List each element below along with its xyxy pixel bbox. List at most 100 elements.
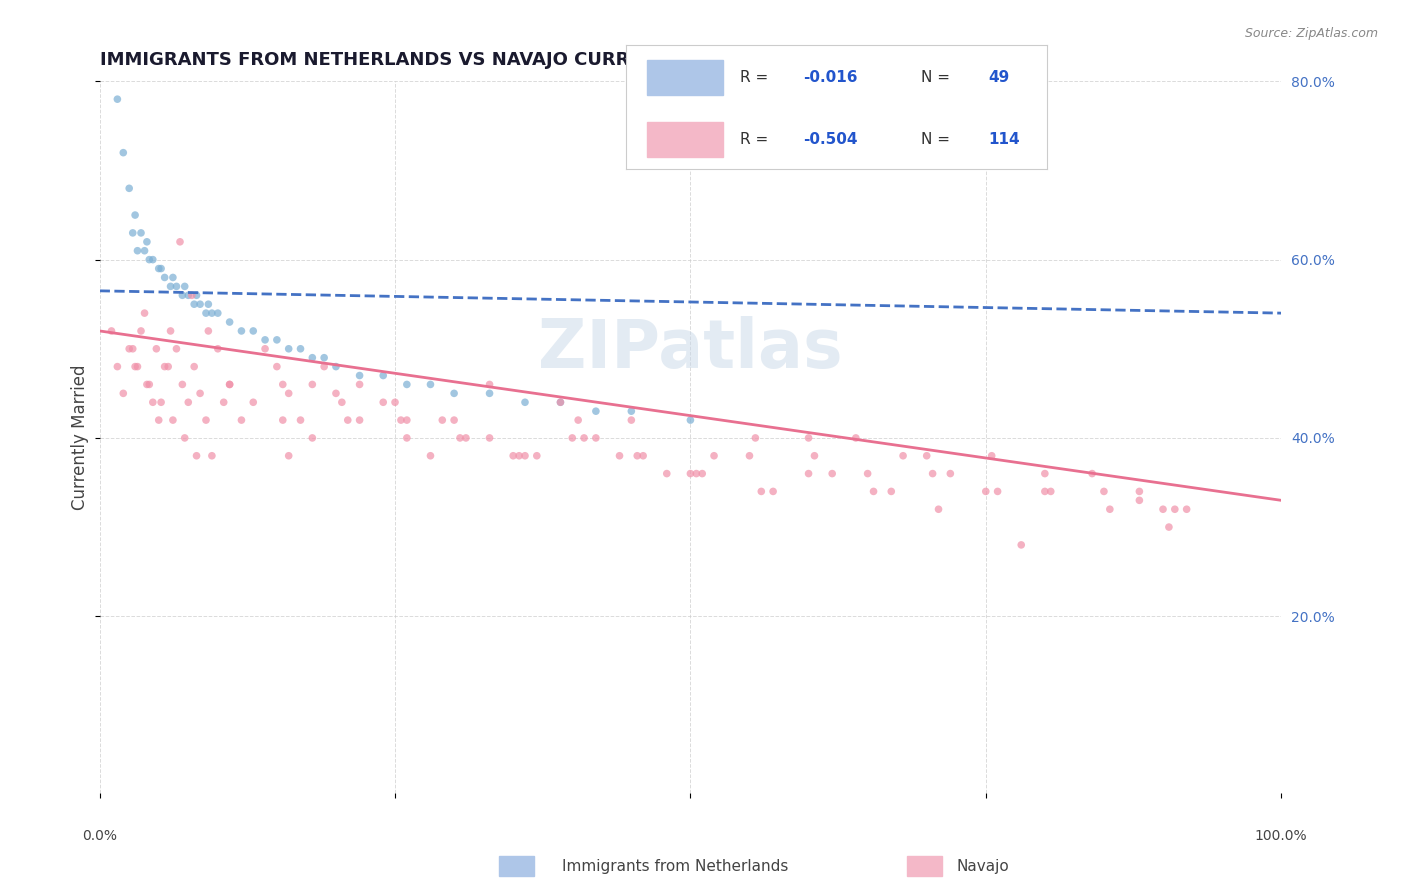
Point bbox=[100, 324, 122, 338]
Point bbox=[121, 342, 143, 356]
Point bbox=[1128, 493, 1150, 508]
Text: 0.0%: 0.0% bbox=[82, 829, 117, 843]
Point bbox=[138, 377, 160, 392]
Point bbox=[419, 449, 441, 463]
Point bbox=[395, 431, 418, 445]
FancyBboxPatch shape bbox=[647, 60, 723, 95]
Point bbox=[314, 351, 336, 365]
Point bbox=[135, 377, 157, 392]
Point bbox=[502, 449, 524, 463]
Point bbox=[939, 467, 962, 481]
Point bbox=[271, 377, 294, 392]
Point bbox=[762, 484, 785, 499]
Point bbox=[242, 395, 264, 409]
Point bbox=[254, 333, 277, 347]
Point bbox=[443, 386, 465, 401]
Point bbox=[1164, 502, 1187, 516]
Text: IMMIGRANTS FROM NETHERLANDS VS NAVAJO CURRENTLY MARRIED CORRELATION CHART: IMMIGRANTS FROM NETHERLANDS VS NAVAJO CU… bbox=[100, 51, 1011, 69]
Point bbox=[186, 288, 208, 302]
Point bbox=[395, 413, 418, 427]
Point bbox=[129, 324, 152, 338]
Point bbox=[118, 342, 141, 356]
Point bbox=[166, 342, 188, 356]
Point bbox=[513, 395, 536, 409]
Point bbox=[218, 377, 240, 392]
Point bbox=[127, 244, 149, 258]
Point bbox=[1033, 484, 1056, 499]
Point bbox=[188, 297, 211, 311]
Text: R =: R = bbox=[740, 132, 768, 147]
Point bbox=[142, 252, 165, 267]
Point bbox=[325, 359, 347, 374]
Point bbox=[183, 297, 205, 311]
Point bbox=[188, 386, 211, 401]
Point bbox=[1098, 502, 1121, 516]
Point bbox=[915, 449, 938, 463]
Point bbox=[845, 431, 868, 445]
Point bbox=[928, 502, 950, 516]
Point bbox=[112, 145, 135, 160]
Point bbox=[186, 449, 208, 463]
Point bbox=[513, 449, 536, 463]
Point bbox=[150, 395, 173, 409]
Point bbox=[124, 359, 146, 374]
Point bbox=[134, 306, 156, 320]
Point bbox=[974, 484, 997, 499]
Point bbox=[162, 270, 184, 285]
Point bbox=[172, 377, 194, 392]
Point bbox=[550, 395, 572, 409]
Point bbox=[432, 413, 454, 427]
Point bbox=[325, 386, 347, 401]
Point bbox=[1039, 484, 1062, 499]
Point bbox=[301, 377, 323, 392]
Point bbox=[145, 342, 167, 356]
Point bbox=[862, 484, 884, 499]
Point bbox=[373, 395, 395, 409]
Point bbox=[134, 244, 156, 258]
Point bbox=[880, 484, 903, 499]
Point bbox=[169, 235, 191, 249]
Point bbox=[177, 288, 200, 302]
Point bbox=[129, 226, 152, 240]
Point bbox=[142, 395, 165, 409]
Point bbox=[679, 467, 702, 481]
Point bbox=[112, 386, 135, 401]
Point bbox=[395, 377, 418, 392]
Point bbox=[266, 333, 288, 347]
Point bbox=[443, 413, 465, 427]
Point bbox=[180, 288, 202, 302]
Point bbox=[254, 342, 277, 356]
Text: ZIPatlas: ZIPatlas bbox=[538, 316, 842, 382]
Point bbox=[159, 279, 181, 293]
Point bbox=[148, 413, 170, 427]
Point bbox=[330, 395, 353, 409]
Point bbox=[159, 324, 181, 338]
Text: N =: N = bbox=[921, 132, 950, 147]
Point bbox=[620, 413, 643, 427]
Point bbox=[124, 208, 146, 222]
Point bbox=[797, 467, 820, 481]
Point bbox=[561, 431, 583, 445]
Point bbox=[389, 413, 412, 427]
Point bbox=[231, 324, 253, 338]
Point bbox=[679, 413, 702, 427]
Point bbox=[127, 359, 149, 374]
Point bbox=[301, 351, 323, 365]
Point bbox=[454, 431, 477, 445]
Text: 100.0%: 100.0% bbox=[1254, 829, 1308, 843]
Point bbox=[197, 297, 219, 311]
Text: R =: R = bbox=[740, 70, 768, 85]
Point bbox=[797, 431, 820, 445]
Point bbox=[336, 413, 359, 427]
Point bbox=[177, 395, 200, 409]
Point bbox=[987, 484, 1010, 499]
Point bbox=[290, 342, 312, 356]
Point bbox=[266, 359, 288, 374]
Point bbox=[821, 467, 844, 481]
Point bbox=[690, 467, 713, 481]
Point bbox=[153, 270, 176, 285]
Point bbox=[449, 431, 471, 445]
Point bbox=[314, 359, 336, 374]
Point bbox=[1081, 467, 1104, 481]
Point bbox=[1092, 484, 1115, 499]
